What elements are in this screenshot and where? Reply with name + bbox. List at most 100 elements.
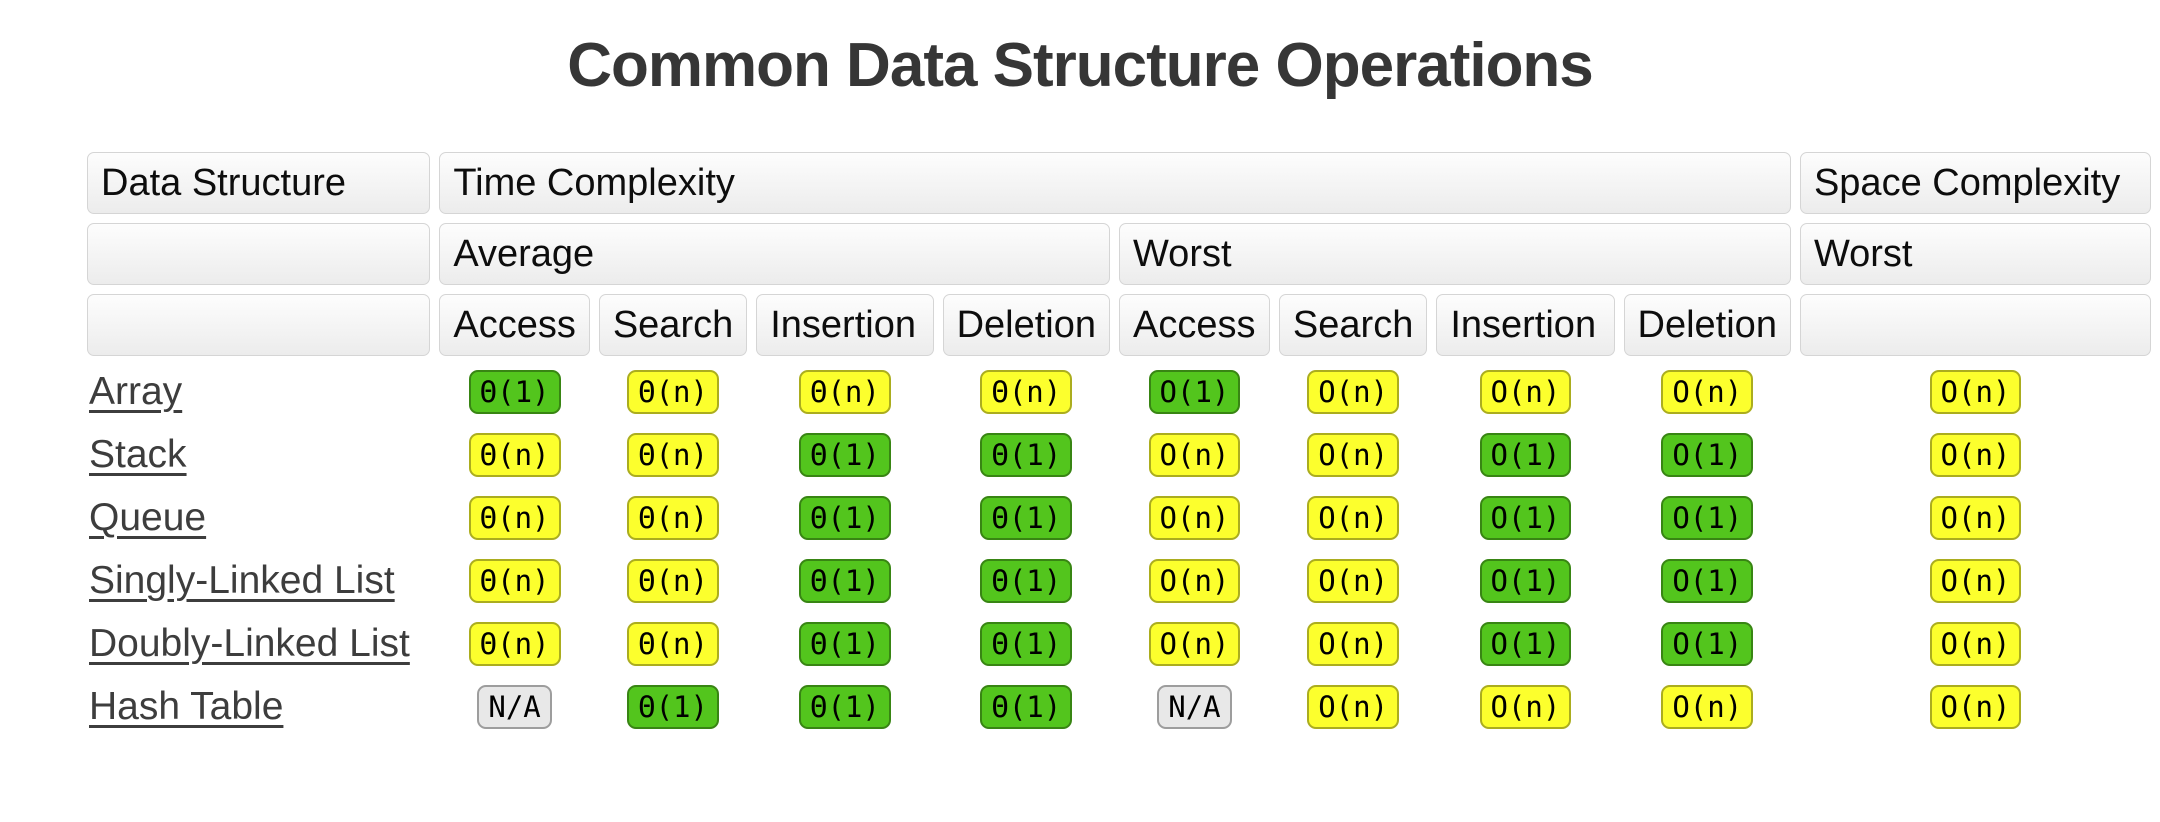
row-label-cell: Hash Table (87, 680, 430, 734)
complexity-badge-green: Θ(1) (980, 558, 1073, 604)
complexity-cell: Θ(n) (439, 428, 589, 482)
complexity-cell: Θ(n) (756, 365, 933, 419)
header-row-1: Data Structure Time Complexity Space Com… (87, 152, 2151, 214)
complexity-badge-yellow: Θ(n) (627, 558, 719, 604)
complexity-cell: O(n) (1279, 491, 1427, 545)
complexity-badge-green: O(1) (1479, 495, 1572, 541)
header-op-access-worst: Access (1119, 294, 1270, 356)
header-space-complexity: Space Complexity (1799, 152, 2151, 214)
complexity-badge-yellow: Θ(n) (468, 558, 561, 604)
header-op-insertion-worst: Insertion (1436, 294, 1615, 356)
complexity-cell: Θ(n) (599, 554, 747, 608)
complexity-cell: O(n) (1279, 428, 1427, 482)
complexity-cell: O(1) (1119, 365, 1270, 419)
complexity-badge-yellow: Θ(n) (627, 495, 719, 541)
complexity-badge-yellow: Θ(n) (468, 432, 561, 478)
complexity-cell: O(n) (1624, 680, 1791, 734)
complexity-cell: O(1) (1436, 428, 1614, 482)
complexity-badge-green: Θ(1) (627, 684, 719, 730)
table-row: Queue Θ(n) Θ(n) Θ(1) Θ(1) O(n) O(n) O(1) O(1) O(n… (87, 491, 2151, 545)
complexity-cell: O(n) (1119, 554, 1270, 608)
complexity-cell: O(1) (1436, 554, 1614, 608)
complexity-badge-yellow: O(n) (1307, 432, 1400, 478)
complexity-badge-yellow: Θ(n) (798, 369, 891, 415)
complexity-badge-yellow: Θ(n) (468, 621, 561, 667)
complexity-badge-green: O(1) (1661, 558, 1754, 604)
complexity-badge-green: Θ(1) (980, 495, 1073, 541)
complexity-badge-green: O(1) (1661, 495, 1754, 541)
complexity-cell: O(n) (1800, 365, 2151, 419)
complexity-cell: Θ(1) (943, 554, 1110, 608)
header-data-structure: Data Structure (87, 152, 431, 214)
complexity-cell: O(n) (1624, 365, 1791, 419)
complexity-badge-green: Θ(1) (798, 684, 891, 730)
complexity-cell: Θ(n) (599, 491, 747, 545)
row-label-cell: Array (87, 365, 430, 419)
header-empty-cell (87, 294, 431, 356)
complexity-badge-green: Θ(1) (980, 684, 1073, 730)
complexity-cell: Θ(1) (943, 617, 1110, 671)
complexity-badge-green: Θ(1) (798, 495, 891, 541)
complexity-badge-yellow: O(n) (1307, 621, 1400, 667)
complexity-cell: Θ(1) (439, 365, 589, 419)
data-structure-link[interactable]: Queue (89, 496, 207, 539)
complexity-badge-yellow: O(n) (1929, 495, 2022, 541)
header-op-search-average: Search (598, 294, 748, 356)
header-space-worst: Worst (1799, 223, 2151, 285)
data-structure-link[interactable]: Doubly-Linked List (89, 622, 410, 665)
complexity-cell: Θ(n) (943, 365, 1110, 419)
complexity-badge-yellow: Θ(n) (980, 369, 1073, 415)
complexity-cell: O(n) (1800, 428, 2151, 482)
complexity-badge-yellow: O(n) (1929, 558, 2022, 604)
header-op-deletion-average: Deletion (942, 294, 1110, 356)
table-row: Singly-Linked List Θ(n) Θ(n) Θ(1) Θ(1) O(n) O(… (87, 554, 2151, 608)
complexity-cell: O(1) (1436, 617, 1614, 671)
complexity-cell: Θ(n) (439, 617, 589, 671)
complexity-cell: O(n) (1800, 617, 2151, 671)
table-row: Doubly-Linked List Θ(n) Θ(n) Θ(1) Θ(1) O(n) O(… (87, 617, 2151, 671)
complexity-badge-gray: N/A (1157, 684, 1232, 730)
complexity-badge-yellow: O(n) (1929, 621, 2022, 667)
complexity-cell: O(n) (1119, 617, 1270, 671)
complexity-badge-green: Θ(1) (980, 432, 1073, 478)
complexity-badge-yellow: Θ(n) (468, 495, 561, 541)
complexity-badge-green: O(1) (1148, 369, 1241, 415)
header-op-deletion-worst: Deletion (1623, 294, 1791, 356)
complexity-badge-gray: N/A (477, 684, 552, 730)
header-average: Average (439, 223, 1110, 285)
header-op-insertion-average: Insertion (756, 294, 934, 356)
complexity-badge-yellow: O(n) (1307, 684, 1400, 730)
complexity-badge-green: O(1) (1661, 432, 1754, 478)
complexity-cell: O(n) (1800, 554, 2151, 608)
data-structure-link[interactable]: Singly-Linked List (89, 559, 395, 602)
header-op-search-worst: Search (1278, 294, 1428, 356)
table-body: Array Θ(1) Θ(n) Θ(n) Θ(n) O(1) O(n) O(n) O(n) O(n… (87, 365, 2151, 734)
complexity-cell: O(n) (1279, 680, 1427, 734)
data-structure-link[interactable]: Stack (89, 433, 187, 476)
complexity-badge-yellow: O(n) (1929, 684, 2022, 730)
complexity-badge-green: Θ(1) (980, 621, 1073, 667)
page-title: Common Data Structure Operations (567, 31, 1594, 100)
header-row-3: Access Search Insertion Deletion Access … (87, 294, 2151, 356)
data-structure-link[interactable]: Hash Table (89, 685, 284, 728)
complexity-cell: Θ(1) (943, 491, 1110, 545)
complexity-cell: Θ(1) (756, 680, 933, 734)
complexity-cell: Θ(n) (599, 365, 747, 419)
table-row: Stack Θ(n) Θ(n) Θ(1) Θ(1) O(n) O(n) O(1) O(1) O(n… (87, 428, 2151, 482)
complexity-cell: Θ(1) (756, 428, 933, 482)
complexity-badge-green: Θ(1) (468, 369, 561, 415)
complexity-badge-yellow: O(n) (1307, 369, 1400, 415)
complexity-badge-green: O(1) (1661, 621, 1754, 667)
complexity-cell: O(1) (1624, 428, 1791, 482)
complexity-badge-yellow: O(n) (1479, 369, 1572, 415)
data-structure-link[interactable]: Array (89, 370, 183, 413)
complexity-badge-yellow: O(n) (1929, 432, 2022, 478)
header-empty-cell (1799, 294, 2151, 356)
complexity-badge-green: O(1) (1479, 558, 1572, 604)
complexity-cell: O(n) (1800, 680, 2151, 734)
complexity-badge-green: O(1) (1479, 432, 1572, 478)
complexity-badge-green: Θ(1) (798, 432, 891, 478)
complexity-badge-yellow: O(n) (1479, 684, 1572, 730)
row-label-cell: Queue (87, 491, 430, 545)
complexity-cell: O(1) (1436, 491, 1614, 545)
